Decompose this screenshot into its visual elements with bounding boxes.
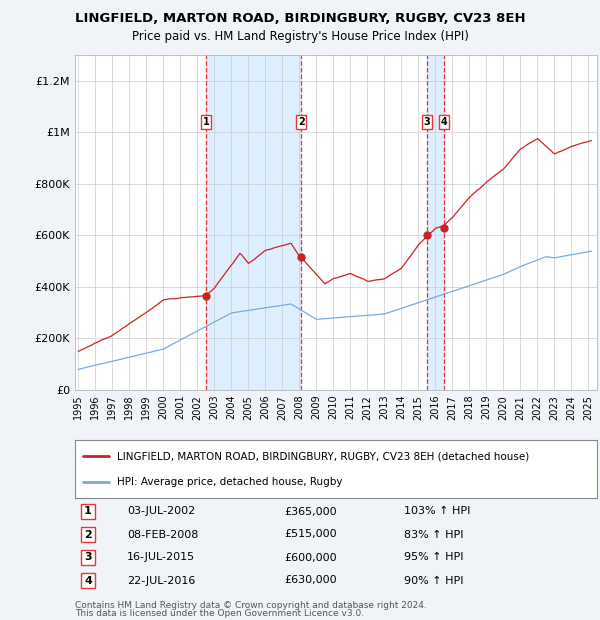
Text: £630,000: £630,000 xyxy=(284,575,337,585)
Text: Price paid vs. HM Land Registry's House Price Index (HPI): Price paid vs. HM Land Registry's House … xyxy=(131,30,469,43)
Text: 103% ↑ HPI: 103% ↑ HPI xyxy=(404,507,470,516)
Bar xyxy=(206,55,301,390)
Text: 83% ↑ HPI: 83% ↑ HPI xyxy=(404,529,463,539)
Text: 03-JUL-2002: 03-JUL-2002 xyxy=(127,507,196,516)
Text: 16-JUL-2015: 16-JUL-2015 xyxy=(127,552,196,562)
Text: 90% ↑ HPI: 90% ↑ HPI xyxy=(404,575,463,585)
Text: LINGFIELD, MARTON ROAD, BIRDINGBURY, RUGBY, CV23 8EH (detached house): LINGFIELD, MARTON ROAD, BIRDINGBURY, RUG… xyxy=(117,451,529,461)
Text: Contains HM Land Registry data © Crown copyright and database right 2024.: Contains HM Land Registry data © Crown c… xyxy=(75,601,427,610)
Text: 1: 1 xyxy=(84,507,92,516)
Text: 3: 3 xyxy=(84,552,92,562)
Bar xyxy=(427,55,444,390)
Text: 2: 2 xyxy=(298,117,305,127)
Text: 1: 1 xyxy=(203,117,209,127)
Text: 2: 2 xyxy=(84,529,92,539)
Text: £600,000: £600,000 xyxy=(284,552,337,562)
Text: 4: 4 xyxy=(440,117,448,127)
Text: 4: 4 xyxy=(84,575,92,585)
Text: 08-FEB-2008: 08-FEB-2008 xyxy=(127,529,199,539)
Text: 22-JUL-2016: 22-JUL-2016 xyxy=(127,575,196,585)
Text: 3: 3 xyxy=(424,117,430,127)
Text: £365,000: £365,000 xyxy=(284,507,337,516)
Text: 95% ↑ HPI: 95% ↑ HPI xyxy=(404,552,463,562)
Text: HPI: Average price, detached house, Rugby: HPI: Average price, detached house, Rugb… xyxy=(117,477,342,487)
Text: LINGFIELD, MARTON ROAD, BIRDINGBURY, RUGBY, CV23 8EH: LINGFIELD, MARTON ROAD, BIRDINGBURY, RUG… xyxy=(74,12,526,25)
Text: £515,000: £515,000 xyxy=(284,529,337,539)
Text: This data is licensed under the Open Government Licence v3.0.: This data is licensed under the Open Gov… xyxy=(75,609,364,618)
